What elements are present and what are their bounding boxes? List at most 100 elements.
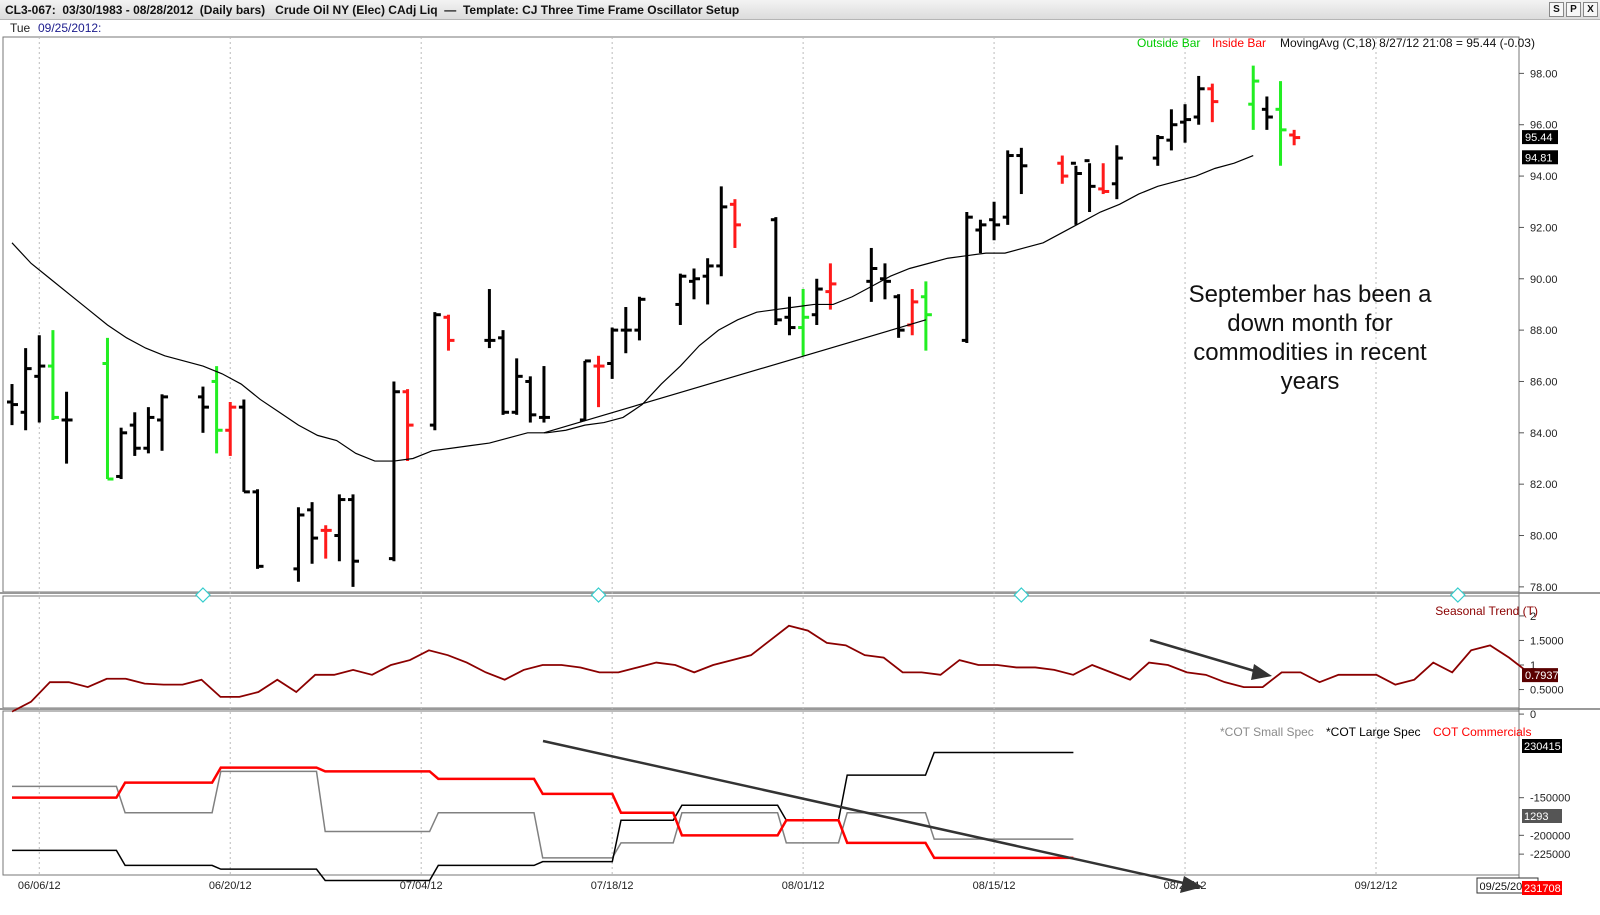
seasonal-tick-label: 0 [1530, 709, 1536, 721]
cot-large-spec-line [12, 751, 1074, 882]
ohlc-bar [402, 389, 414, 462]
ohlc-bar [511, 358, 523, 415]
ohlc-bar [7, 384, 18, 426]
seasonal-trend-line [11, 624, 1529, 713]
cot-tick-label: -150000 [1530, 793, 1570, 805]
cot-last-label: 230415 [1524, 741, 1561, 753]
ohlc-bar [143, 407, 155, 454]
legend-inside-bar: Inside Bar [1212, 36, 1266, 50]
ohlc-bar [729, 199, 741, 248]
close-icon[interactable]: X [1583, 2, 1598, 17]
x-tick-label: 07/04/12 [400, 880, 443, 892]
ohlc-bar [961, 212, 973, 343]
window-title: CL3-067: 03/30/1983 - 08/28/2012 (Daily … [5, 3, 740, 17]
ohlc-bar [538, 366, 550, 423]
ohlc-bar [989, 201, 1001, 241]
seasonal-tick-label: 1 [1530, 660, 1536, 672]
ohlc-bar [334, 494, 346, 562]
ohlc-bar [702, 258, 714, 305]
ohlc-bar [620, 307, 632, 354]
ohlc-bar [443, 314, 455, 351]
legend-moving-average: MovingAvg (C,18) 8/27/12 21:08 = 95.44 (… [1280, 36, 1535, 50]
ohlc-bar [1084, 159, 1096, 213]
ohlc-bar [716, 186, 728, 277]
x-tick-label: 07/18/12 [591, 880, 634, 892]
ohlc-bar [307, 502, 319, 564]
annotation-line: September has been a [1188, 281, 1432, 308]
ohlc-bar [920, 281, 932, 351]
cot-last-label: 1293 [1524, 811, 1548, 823]
price-tick-label: 82.00 [1530, 479, 1558, 491]
price-tick-label: 80.00 [1530, 531, 1558, 543]
price-tick-label: 86.00 [1530, 376, 1558, 388]
seasonal-legend: Seasonal Trend (T) [1435, 604, 1538, 618]
ohlc-bar [784, 296, 796, 336]
annotation-line: down month for [1227, 310, 1393, 337]
ohlc-bar [1016, 147, 1028, 195]
price-last-label: 94.81 [1525, 152, 1553, 164]
ohlc-bar [388, 381, 400, 562]
diamond-icon [1013, 587, 1030, 603]
ohlc-bar [607, 327, 619, 379]
cot-large-legend: *COT Large Spec [1326, 725, 1421, 739]
ohlc-bar [61, 391, 73, 464]
ohlc-bar [1207, 83, 1219, 123]
ohlc-bar [525, 376, 537, 423]
ohlc-bar [1002, 150, 1014, 225]
ohlc-bar [1289, 129, 1301, 146]
cot-small-legend: *COT Small Spec [1220, 725, 1314, 739]
price-tick-label: 88.00 [1530, 325, 1558, 337]
cot-last-box [1522, 881, 1562, 895]
x-tick-label: 06/20/12 [209, 880, 252, 892]
price-tick-label: 96.00 [1530, 120, 1558, 132]
ohlc-bar [770, 217, 782, 325]
cursor-day: Tue [10, 21, 31, 35]
ohlc-bar [348, 494, 359, 587]
price-tick-label: 98.00 [1530, 68, 1558, 80]
price-last-box [1522, 150, 1558, 165]
annotation-text: September has been a down month for comm… [1150, 280, 1470, 396]
price-tick-label: 78.00 [1530, 582, 1558, 594]
price-tick-label: 90.00 [1530, 274, 1558, 286]
trend-line [543, 319, 927, 434]
ohlc-bar [1193, 75, 1205, 125]
diamond-icon [590, 587, 607, 603]
cot-arrow-head [1180, 876, 1203, 893]
ohlc-bar [1152, 134, 1164, 166]
ohlc-bar [593, 355, 605, 408]
ohlc-bar [1275, 81, 1287, 166]
ohlc-bar [197, 386, 209, 433]
price-tick-label: 94.00 [1530, 171, 1558, 183]
ohlc-bar [293, 507, 305, 582]
cot-last-label: 231708 [1524, 883, 1561, 895]
ohlc-bar [675, 273, 687, 325]
ohlc-bar [252, 489, 264, 569]
ohlc-bar [484, 289, 496, 349]
seasonal-tick-label: 2 [1530, 611, 1536, 623]
x-tick-label: 08/15/12 [973, 880, 1016, 892]
cot-last-box [1522, 739, 1562, 753]
price-tick-label: 84.00 [1530, 428, 1558, 440]
price-last-box [1522, 130, 1558, 145]
ohlc-bar [1166, 109, 1178, 151]
x-cursor-label: 09/25/2012 [1479, 881, 1534, 893]
window-button-s[interactable]: S [1549, 2, 1564, 17]
cot-arrow-shaft [542, 739, 1189, 886]
price-last-label: 95.44 [1525, 132, 1553, 144]
window-button-p[interactable]: P [1566, 2, 1581, 17]
x-tick-label: 09/12/12 [1355, 880, 1398, 892]
annotation-line: commodities in recent [1193, 339, 1427, 366]
ohlc-bar [1070, 161, 1082, 225]
price-tick-label: 92.00 [1530, 222, 1558, 234]
ohlc-bar [1111, 145, 1123, 200]
seasonal-last-label: 0.7937 [1525, 670, 1559, 682]
ohlc-bar [866, 247, 878, 302]
diamond-icon [1449, 587, 1466, 603]
ohlc-bar [20, 348, 32, 431]
ohlc-bar [320, 525, 332, 559]
ohlc-bar [879, 263, 891, 300]
ohlc-bar [907, 289, 919, 336]
ohlc-bar [798, 289, 810, 356]
ohlc-bar [1057, 155, 1069, 184]
